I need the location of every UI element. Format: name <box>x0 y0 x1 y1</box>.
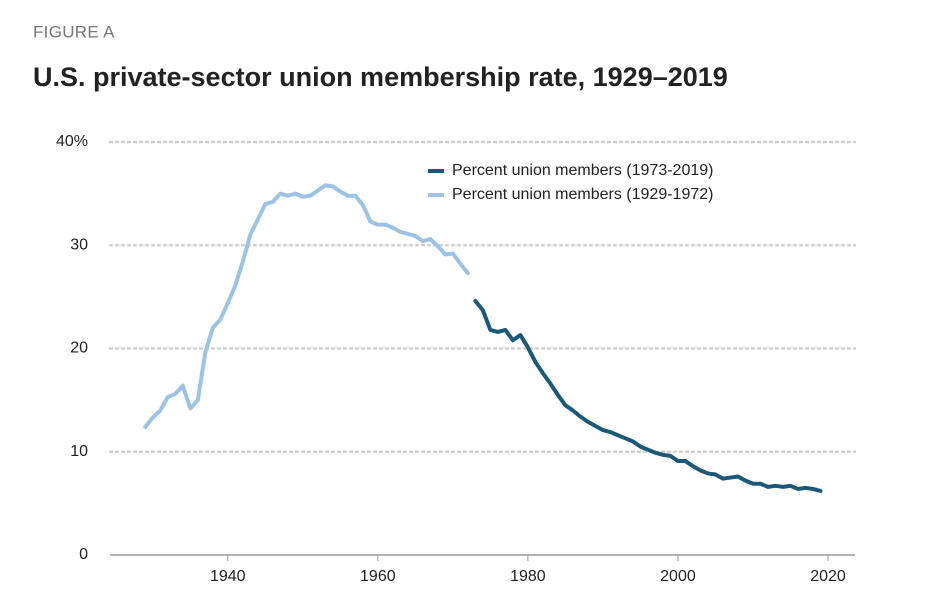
x-tick-label: 1940 <box>210 568 246 585</box>
chart-title: U.S. private-sector union membership rat… <box>33 62 728 92</box>
y-tick-label: 40% <box>56 133 88 150</box>
x-tick-label: 1960 <box>360 568 396 585</box>
figure-label: FIGURE A <box>33 22 115 41</box>
legend-label: Percent union members (1929-1972) <box>452 186 713 203</box>
data-line <box>143 183 470 429</box>
x-tick-label: 2020 <box>810 568 846 585</box>
x-tick-label: 1980 <box>510 568 546 585</box>
y-tick-label: 10 <box>70 443 88 460</box>
data-line <box>473 299 823 493</box>
legend-label: Percent union members (1973-2019) <box>452 162 713 179</box>
y-tick-label: 0 <box>79 546 88 563</box>
y-tick-label: 20 <box>70 340 88 357</box>
x-tick-label: 2000 <box>660 568 696 585</box>
y-tick-label: 30 <box>70 236 88 253</box>
